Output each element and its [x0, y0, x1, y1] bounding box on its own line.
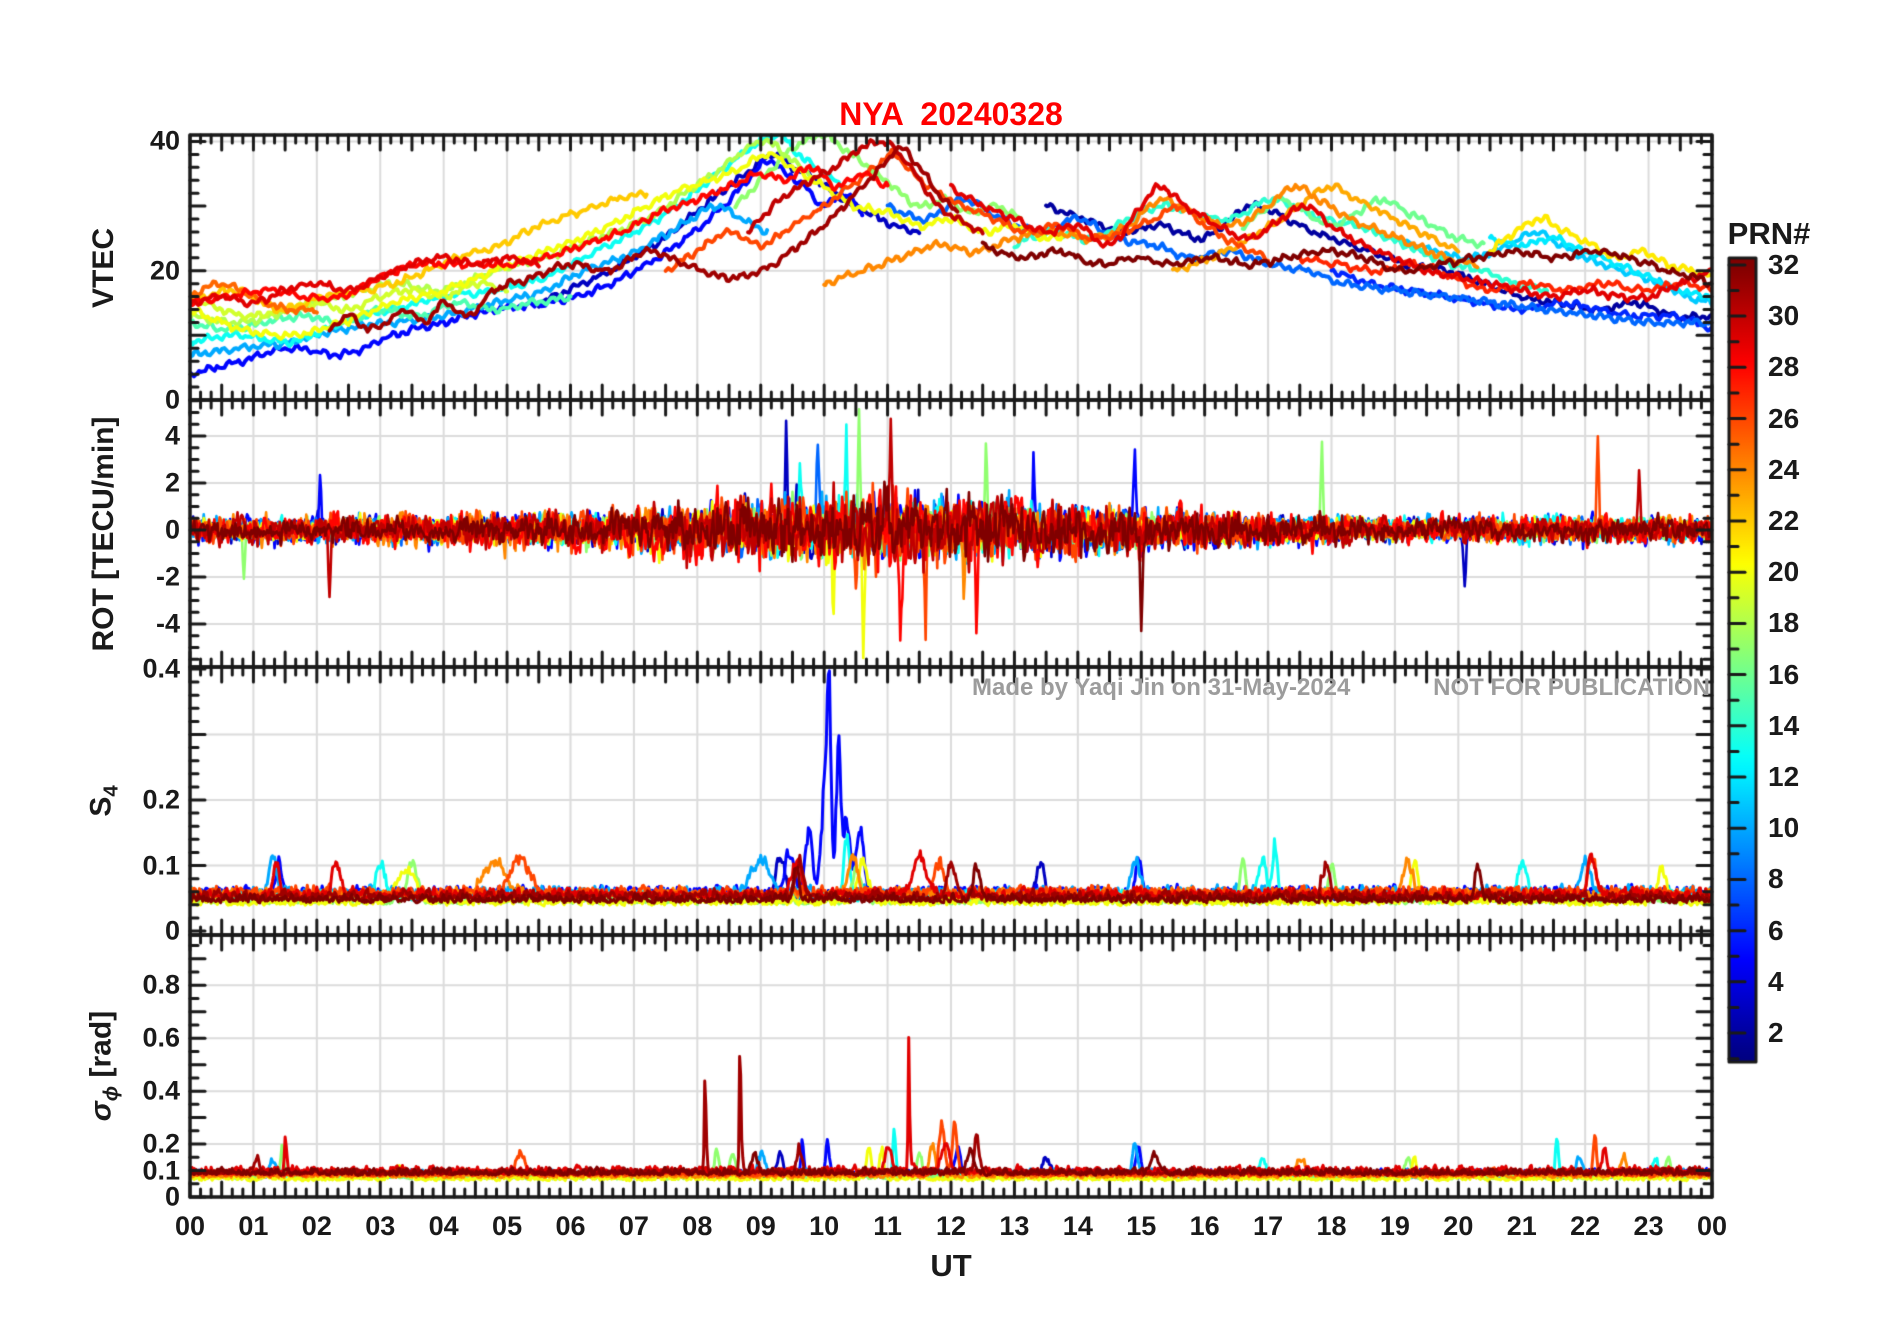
y-tick-label: 0.1 — [142, 850, 180, 881]
x-tick-label: 03 — [365, 1211, 396, 1241]
x-tick-label: 19 — [1379, 1211, 1410, 1241]
y-tick-label: 0 — [164, 1181, 180, 1212]
colorbar-tick-label: 18 — [1768, 607, 1800, 639]
y-tick-label: 0.8 — [142, 969, 180, 1000]
x-tick-label: 22 — [1570, 1211, 1601, 1241]
watermark-author: Made by Yaqi Jin on 31-May-2024 — [972, 674, 1351, 701]
y-tick-label: 0.4 — [142, 1075, 180, 1106]
x-tick-label: 14 — [1062, 1211, 1093, 1241]
colorbar-tick-label: 30 — [1768, 300, 1800, 332]
colorbar-tick-label: 6 — [1768, 914, 1784, 946]
x-axis-label: UT — [930, 1248, 972, 1283]
colorbar-tick-label: 16 — [1768, 658, 1800, 690]
x-tick-label: 08 — [682, 1211, 713, 1241]
y-tick-label: -2 — [155, 561, 180, 592]
y-tick-label: 40 — [149, 125, 180, 156]
y-tick-label: 0.2 — [142, 1128, 180, 1159]
x-tick-label: 10 — [809, 1211, 840, 1241]
x-tick-label: 00 — [174, 1211, 206, 1241]
colorbar-tick-label: 10 — [1768, 812, 1800, 844]
colorbar-tick-label: 28 — [1768, 351, 1800, 383]
y-tick-label: 0 — [164, 514, 180, 545]
x-tick-label: 20 — [1443, 1211, 1474, 1241]
y-tick-label: 0 — [164, 384, 180, 415]
colorbar-tick-label: 2 — [1768, 1017, 1784, 1049]
x-tick-label: 05 — [492, 1211, 523, 1241]
watermark-notice: NOT FOR PUBLICATION — [1433, 674, 1710, 701]
colorbar-tick-label: 12 — [1768, 761, 1800, 792]
x-tick-label: 07 — [618, 1211, 649, 1241]
colorbar-title: PRN# — [1727, 216, 1811, 251]
ylabel-vtec: VTEC — [87, 227, 120, 308]
y-tick-label: 20 — [149, 255, 180, 286]
x-tick-label: 15 — [1126, 1211, 1157, 1241]
y-tick-label: 0 — [164, 915, 180, 946]
y-tick-label: 0.1 — [142, 1155, 180, 1186]
x-tick-label: 12 — [935, 1211, 967, 1241]
ylabel-s4: S4 — [84, 785, 123, 817]
x-tick-label: 16 — [1189, 1211, 1220, 1241]
colorbar-tick-label: 4 — [1768, 965, 1784, 997]
y-tick-label: 0.6 — [142, 1022, 180, 1053]
y-tick-label: -4 — [155, 608, 180, 639]
x-tick-label: 21 — [1506, 1211, 1537, 1241]
x-tick-label: 09 — [745, 1211, 776, 1241]
y-tick-label: 2 — [164, 467, 180, 498]
colorbar-tick-label: 20 — [1768, 556, 1800, 588]
colorbar-tick-label: 22 — [1768, 504, 1800, 536]
x-tick-label: 00 — [1696, 1211, 1728, 1241]
y-tick-label: 0.4 — [142, 653, 180, 684]
plot-title: NYA 20240328 — [839, 96, 1063, 132]
x-tick-label: 02 — [301, 1211, 332, 1241]
x-tick-label: 23 — [1633, 1211, 1664, 1241]
y-tick-label: 0.2 — [142, 784, 180, 815]
y-tick-label: 4 — [164, 420, 180, 451]
colorbar-tick-label: 8 — [1768, 863, 1784, 895]
colorbar-tick-label: 24 — [1768, 453, 1800, 485]
ylabel-sigma_phi: σϕ [rad] — [84, 1010, 123, 1122]
x-tick-label: 01 — [238, 1211, 269, 1241]
x-tick-label: 04 — [428, 1211, 459, 1241]
ylabel-rot: ROT [TECU/min] — [87, 416, 120, 651]
x-tick-label: 13 — [999, 1211, 1030, 1241]
x-tick-label: 17 — [1253, 1211, 1284, 1241]
x-tick-label: 11 — [873, 1211, 902, 1241]
x-tick-label: 06 — [555, 1211, 586, 1241]
colorbar-tick-label: 32 — [1768, 248, 1800, 280]
x-tick-label: 18 — [1316, 1211, 1347, 1241]
colorbar-tick-label: 26 — [1768, 402, 1800, 434]
colorbar-tick-label: 14 — [1768, 709, 1800, 741]
